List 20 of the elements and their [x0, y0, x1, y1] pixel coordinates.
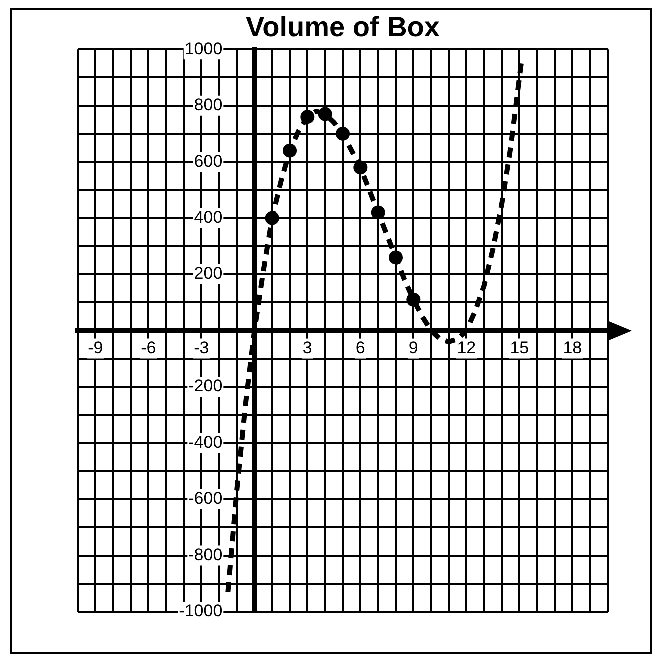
y-tick-label: 600: [194, 152, 223, 171]
y-tick-label: 1000: [184, 39, 223, 58]
y-tick-label: -400: [188, 432, 223, 452]
x-tick-label: -6: [141, 338, 156, 358]
x-tick-label: 12: [457, 338, 476, 358]
y-tick-label: 200: [194, 264, 223, 284]
x-tick-label: 15: [510, 338, 530, 358]
y-tick-label: 400: [194, 208, 223, 228]
x-tick-label: -9: [88, 338, 104, 358]
y-tick-label: 800: [194, 96, 223, 115]
x-tick-label: 18: [563, 338, 582, 358]
x-tick-label: 9: [408, 338, 418, 358]
x-tick-label: -3: [194, 338, 210, 358]
chart-title: Volume of Box: [246, 12, 440, 43]
y-tick-label: -200: [188, 376, 223, 396]
x-tick-label: 6: [356, 338, 366, 358]
x-tick-label: 3: [302, 338, 312, 358]
y-tick-label: -600: [188, 489, 223, 508]
y-tick-label: -1000: [179, 602, 223, 621]
y-tick-label: -800: [188, 545, 223, 564]
